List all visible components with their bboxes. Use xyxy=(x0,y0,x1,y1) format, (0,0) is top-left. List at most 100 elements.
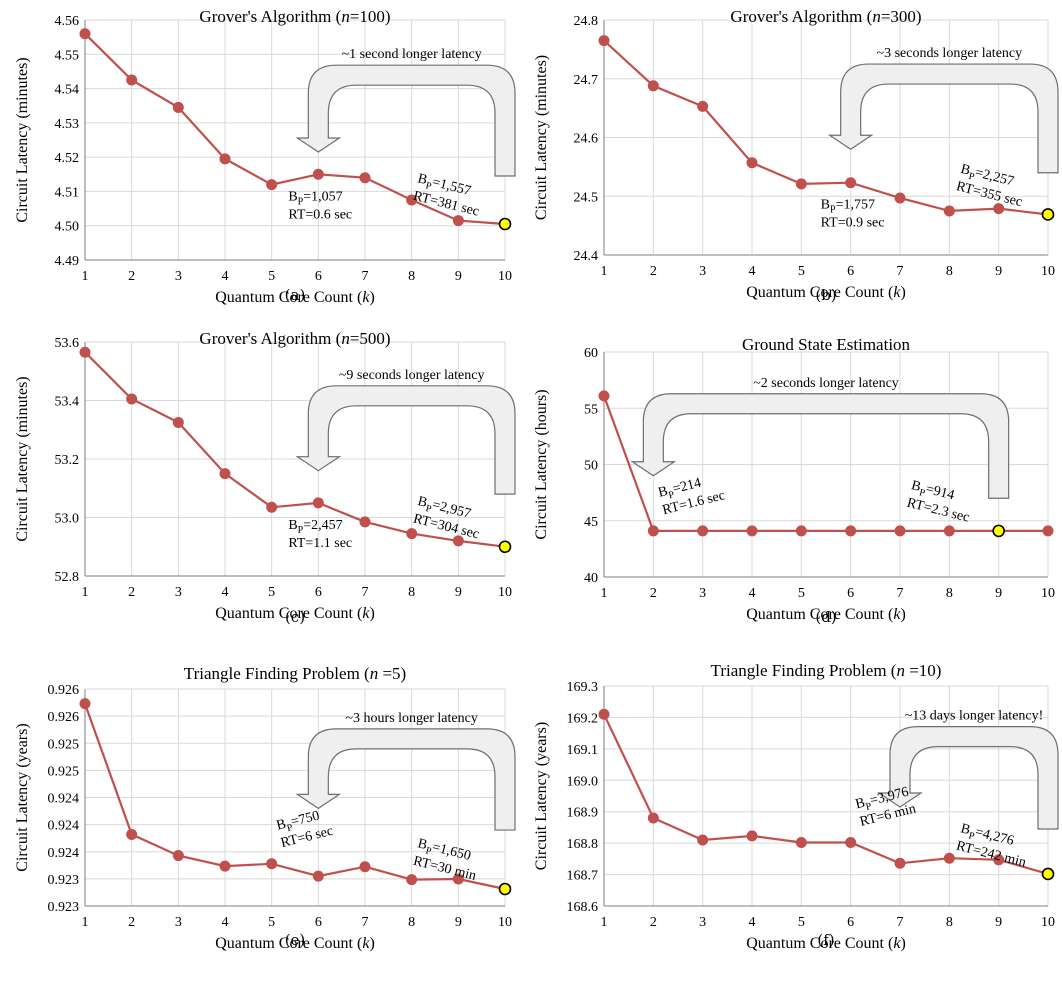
data-point xyxy=(219,153,231,165)
y-tick-label: 169.1 xyxy=(567,743,599,758)
chart-title: Triangle Finding Problem (n =10) xyxy=(711,661,942,680)
y-tick-label: 0.924 xyxy=(48,819,80,834)
curved-arrow xyxy=(295,385,516,495)
chart-panel-6: 168.6 168.7 168.8 168.9 169.0 169.1 169.2 169.3… xyxy=(533,661,1059,952)
data-point xyxy=(452,215,464,227)
x-tick-label: 4 xyxy=(749,586,756,601)
data-point xyxy=(266,501,278,513)
x-tick-label: 3 xyxy=(175,585,182,600)
x-tick-label: 8 xyxy=(946,915,953,930)
y-tick-label: 168.7 xyxy=(567,869,599,884)
data-point xyxy=(845,177,857,189)
x-tick-label: 8 xyxy=(408,585,415,600)
x-tick-label: 4 xyxy=(749,264,756,279)
x-tick-label: 4 xyxy=(222,915,229,930)
data-point xyxy=(647,525,659,537)
data-point xyxy=(172,416,184,428)
data-point xyxy=(359,516,371,528)
x-tick-label: 5 xyxy=(268,585,275,600)
data-point xyxy=(126,828,138,840)
data-point xyxy=(746,525,758,537)
y-tick-label: 24.5 xyxy=(574,190,599,205)
y-axis-label: Circuit Latency (years) xyxy=(533,722,550,870)
y-tick-label: 55 xyxy=(584,402,598,417)
data-point xyxy=(406,194,418,206)
chart-title: Grover's Algorithm (n=300) xyxy=(730,7,921,26)
y-tick-label: 0.926 xyxy=(48,683,80,698)
x-tick-label: 8 xyxy=(946,586,953,601)
bp-label: BP=2,457 xyxy=(288,518,342,536)
y-tick-label: 168.8 xyxy=(567,837,599,852)
data-point xyxy=(172,101,184,113)
x-tick-label: 6 xyxy=(847,915,854,930)
y-tick-label: 24.6 xyxy=(574,132,599,147)
y-tick-label: 0.926 xyxy=(48,710,80,725)
x-tick-label: 2 xyxy=(128,269,135,284)
x-tick-label: 3 xyxy=(699,915,706,930)
data-point xyxy=(452,873,464,885)
data-point xyxy=(126,393,138,405)
y-tick-label: 4.52 xyxy=(55,151,80,166)
data-point xyxy=(359,172,371,184)
x-tick-label: 8 xyxy=(408,269,415,284)
rt-label: RT=304 sec xyxy=(412,512,481,543)
data-point xyxy=(943,205,955,217)
curved-arrow xyxy=(630,393,1010,499)
y-tick-label: 53.6 xyxy=(55,336,80,351)
y-tick-label: 0.925 xyxy=(48,764,80,779)
data-point xyxy=(266,179,278,191)
data-point xyxy=(894,857,906,869)
data-point xyxy=(1042,525,1054,537)
y-tick-label: 40 xyxy=(584,571,598,586)
chart-title: Grover's Algorithm (n=500) xyxy=(199,329,390,348)
x-tick-label: 10 xyxy=(1041,586,1055,601)
bp-label: BP=1,650 xyxy=(415,836,472,867)
x-tick-label: 3 xyxy=(175,915,182,930)
data-point xyxy=(126,74,138,86)
x-tick-label: 8 xyxy=(408,915,415,930)
series-line xyxy=(83,703,506,891)
data-point xyxy=(266,858,278,870)
data-point xyxy=(943,852,955,864)
y-tick-label: 45 xyxy=(584,515,598,530)
series-line xyxy=(603,713,1049,875)
highlight-point xyxy=(498,540,512,554)
y-tick-label: 168.9 xyxy=(567,806,599,821)
x-tick-label: 4 xyxy=(749,915,756,930)
x-tick-label: 10 xyxy=(498,915,512,930)
y-tick-label: 52.8 xyxy=(55,570,80,585)
chart-panel-5: 0.923 0.923 0.924 0.924 0.924 0.925 0.925 0.926… xyxy=(14,664,516,952)
y-tick-label: 4.53 xyxy=(55,117,80,132)
x-tick-label: 5 xyxy=(798,586,805,601)
bp-label: BP=3,976 xyxy=(854,785,911,816)
x-tick-label: 7 xyxy=(897,264,904,279)
data-point xyxy=(312,870,324,882)
latency-note: ~1 second longer latency xyxy=(342,47,482,62)
x-axis-label: Quantum Core Count (k) xyxy=(215,289,375,306)
series-line xyxy=(84,351,506,548)
y-tick-label: 50 xyxy=(584,459,598,474)
y-tick-label: 24.7 xyxy=(574,73,599,88)
subfigure-caption: (d) xyxy=(815,608,836,626)
y-tick-label: 169.3 xyxy=(567,680,599,695)
data-point xyxy=(598,390,610,402)
data-point xyxy=(697,100,709,112)
y-axis-label: Circuit Latency (hours) xyxy=(533,389,550,539)
x-axis-label: Quantum Core Count (k) xyxy=(215,935,375,952)
x-tick-label: 2 xyxy=(650,264,657,279)
data-point xyxy=(312,168,324,180)
data-point xyxy=(79,28,91,40)
data-point xyxy=(598,708,610,720)
x-tick-label: 7 xyxy=(362,585,369,600)
y-tick-label: 53.2 xyxy=(55,453,80,468)
data-point xyxy=(993,203,1005,215)
x-tick-label: 3 xyxy=(699,264,706,279)
